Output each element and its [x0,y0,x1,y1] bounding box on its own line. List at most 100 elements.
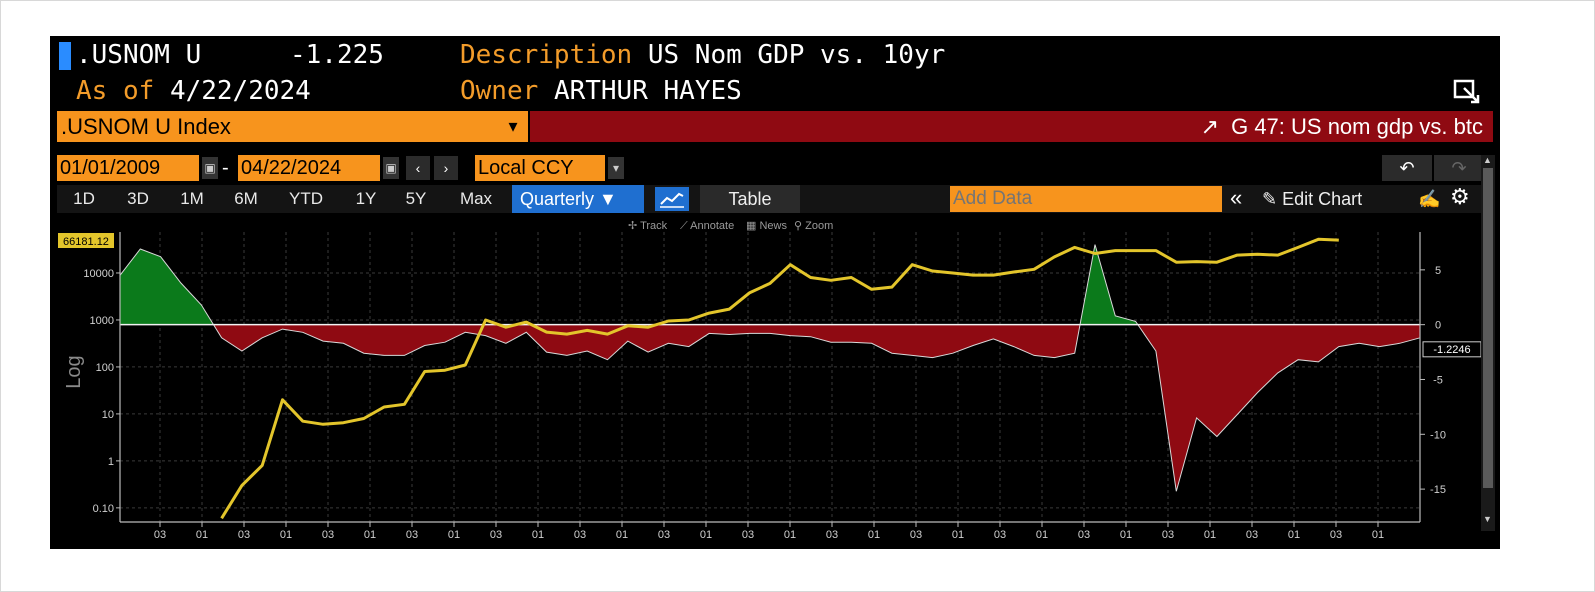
chart-canvas: ✢ Track ⟋ Annotate ▦ News ⚲ Zoom10000100010… [58,220,1482,541]
btc-line [220,237,1339,520]
x-tick-label: 03 [574,529,586,541]
edit-chart-label: Edit Chart [1282,189,1363,209]
tool-track: ✢ Track [628,220,668,232]
x-tick-label: 01 [280,529,292,541]
x-tick-label: 03 [826,529,838,541]
gear-icon[interactable]: ⚙ [1450,184,1470,209]
security-dropdown-icon[interactable]: ▾ [498,111,528,142]
scrollbar-thumb[interactable] [1483,168,1493,488]
bloomberg-terminal: ✢ Track ⟋ Annotate ▦ News ⚲ Zoom 10000 1000 10… [50,36,1500,549]
x-tick-label: 01 [1372,529,1384,541]
x-tick-label: 01 [952,529,964,541]
x-tick-label: 01 [868,529,880,541]
right-last-value: -1.2246 [1433,344,1470,356]
x-tick-label: 03 [490,529,502,541]
last-value: -1.225 [290,40,384,70]
tool-news: ▦ News [746,220,787,232]
prev-period-button[interactable]: ‹ [406,156,430,180]
x-tick-label: 01 [532,529,544,541]
edit-chart-button[interactable]: ✎ Edit Chart [1262,185,1412,213]
left-last-value: 66181.12 [63,236,109,248]
redo-button[interactable]: ↷ [1434,155,1484,181]
security-field[interactable]: .USNOM U Index [57,111,498,142]
add-data-input[interactable] [950,186,1222,212]
left-tick-label: 1 [108,456,114,468]
currency-field[interactable]: Local CCY [475,155,605,181]
x-tick-label: 01 [1036,529,1048,541]
launchpad-title: G 47: US nom gdp vs. btc [1231,114,1483,139]
left-axis-label: Log [63,355,85,388]
x-tick-label: 01 [700,529,712,541]
x-tick-label: 01 [448,529,460,541]
annotate-edit-icon[interactable]: ✍ [1418,189,1441,209]
owner-label: Owner [460,76,539,106]
x-tick-label: 03 [1246,529,1258,541]
start-calendar-icon[interactable]: ▣ [202,157,218,179]
description-row: Description US Nom GDP vs. 10yr [460,40,945,70]
frequency-dropdown[interactable]: Quarterly ▼ [512,185,644,213]
collapse-icon[interactable]: « [1230,185,1243,210]
left-tick-label: 10000 [83,268,114,280]
description-label: Description [460,40,633,70]
x-tick-label: 01 [1120,529,1132,541]
start-date-field[interactable]: 01/01/2009 [57,155,199,181]
left-tick-label: 10 [102,409,114,421]
end-calendar-icon[interactable]: ▣ [383,157,399,179]
x-tick-label: 03 [994,529,1006,541]
left-tick-label: 0.10 [93,503,114,515]
owner-row: Owner ARTHUR HAYES [460,76,742,106]
next-period-button[interactable]: › [434,156,458,180]
negative-area [120,324,1420,492]
currency-dropdown-icon[interactable]: ▾ [608,157,624,179]
left-last-value-tag [58,233,114,248]
ticker: .USNOM U [76,40,202,70]
launchpad-bar[interactable]: ↗ G 47: US nom gdp vs. btc [530,111,1493,142]
table-button[interactable]: Table [700,185,800,213]
period-button-max[interactable]: Max [459,189,493,208]
left-tick-label: 1000 [90,315,114,327]
x-tick-label: 03 [322,529,334,541]
x-tick-label: 03 [1162,529,1174,541]
right-tick-label: 0 [1435,320,1441,332]
header-line-1: .USNOM U [76,40,201,70]
period-button-1d[interactable]: 1D [73,189,95,208]
right-tick-label: -15 [1430,484,1446,496]
x-tick-label: 03 [658,529,670,541]
line-chart-icon[interactable] [655,187,689,211]
scroll-down-icon[interactable]: ▼ [1483,514,1492,524]
period-button-5y[interactable]: 5Y [405,189,427,208]
x-tick-label: 01 [784,529,796,541]
date-separator: - [222,157,229,179]
x-tick-label: 01 [1288,529,1300,541]
undo-button[interactable]: ↶ [1382,155,1432,181]
x-tick-label: 03 [238,529,250,541]
ticker-color-bar [59,42,71,70]
x-tick-label: 03 [742,529,754,541]
period-button-1m[interactable]: 1M [180,189,204,208]
x-tick-label: 03 [910,529,922,541]
asof-label: As of [76,76,155,106]
period-button-6m[interactable]: 6M [234,189,258,208]
tool-zoom: ⚲ Zoom [794,220,833,232]
right-tick-label: -10 [1430,429,1446,441]
spread-line [119,244,1421,492]
tool-annotate: ⟋ Annotate [680,220,734,232]
right-tick-label: 5 [1435,265,1441,277]
owner-value: ARTHUR HAYES [553,76,742,106]
x-tick-label: 01 [616,529,628,541]
x-tick-label: 03 [1078,529,1090,541]
popout-icon[interactable] [1452,78,1484,108]
scroll-up-icon[interactable]: ▲ [1483,155,1492,165]
x-tick-label: 03 [154,529,166,541]
launch-icon: ↗ [1200,114,1220,139]
asof-date: 4/22/2024 [169,76,311,106]
end-date-field[interactable]: 04/22/2024 [238,155,380,181]
asof-row: As of 4/22/2024 [76,76,311,106]
left-tick-label: 100 [96,362,114,374]
x-tick-label: 03 [406,529,418,541]
period-button-1y[interactable]: 1Y [355,189,377,208]
x-tick-label: 01 [1204,529,1216,541]
period-button-ytd[interactable]: YTD [289,189,323,208]
x-tick-label: 03 [1330,529,1342,541]
period-button-3d[interactable]: 3D [127,189,149,208]
